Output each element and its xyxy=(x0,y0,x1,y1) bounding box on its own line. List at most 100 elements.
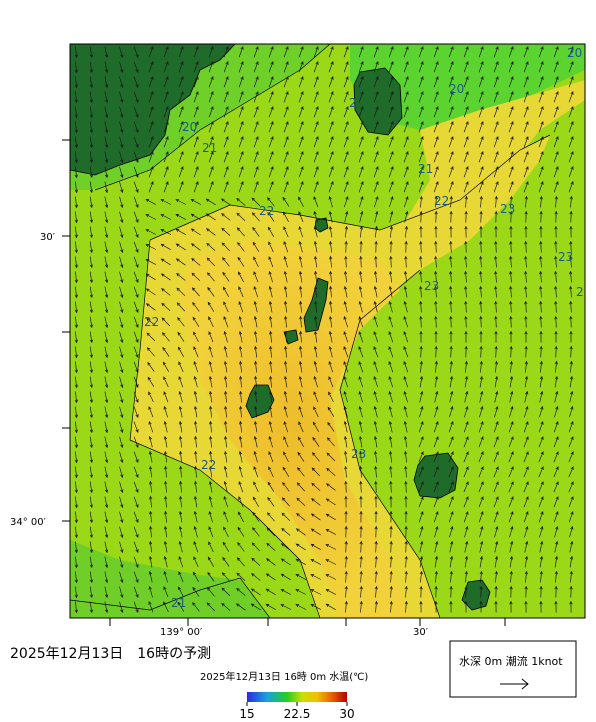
current-arrow xyxy=(119,241,124,254)
current-arrow xyxy=(554,225,558,238)
contour xyxy=(149,134,551,241)
current-arrow xyxy=(284,315,288,328)
current-arrow xyxy=(178,525,183,538)
current-arrow xyxy=(192,301,200,312)
current-arrow xyxy=(524,375,529,388)
current-arrow xyxy=(388,285,393,298)
current-arrow xyxy=(539,360,543,373)
current-arrow xyxy=(148,106,154,118)
current-arrow xyxy=(449,600,453,613)
current-arrow xyxy=(148,585,153,598)
current-arrow xyxy=(343,106,349,118)
current-arrow xyxy=(238,181,244,193)
current-arrow xyxy=(253,136,259,148)
current-arrow xyxy=(193,495,198,508)
current-arrow xyxy=(508,466,514,478)
colorbar-tick-label: 15 xyxy=(239,707,254,721)
current-arrow xyxy=(163,525,168,538)
current-arrow xyxy=(176,272,186,281)
current-arrow xyxy=(344,480,348,493)
lat-tick-label: 30′ xyxy=(40,232,56,243)
current-arrow xyxy=(403,420,408,433)
current-arrow xyxy=(433,166,439,178)
current-arrow xyxy=(524,210,528,223)
current-arrow xyxy=(298,166,304,178)
current-arrow xyxy=(494,255,498,268)
current-arrow xyxy=(418,106,424,118)
current-arrow xyxy=(207,286,215,297)
current-arrow xyxy=(208,526,214,538)
current-arrow xyxy=(163,601,169,613)
current-arrow xyxy=(104,181,109,194)
current-arrow xyxy=(404,510,408,523)
current-arrow xyxy=(238,286,244,298)
current-arrow xyxy=(268,166,274,178)
current-arrow xyxy=(148,76,154,88)
current-arrow xyxy=(238,121,244,133)
current-arrow xyxy=(268,61,274,73)
current-arrow xyxy=(297,451,305,462)
contour-label: 23 xyxy=(558,250,573,264)
current-arrow xyxy=(133,526,139,538)
current-arrow xyxy=(388,181,394,193)
current-arrow xyxy=(419,390,424,403)
current-arrow xyxy=(463,466,469,478)
current-arrow xyxy=(133,376,139,388)
current-arrow xyxy=(148,91,154,103)
current-arrow xyxy=(344,225,349,238)
current-arrow xyxy=(208,91,214,103)
current-arrow xyxy=(433,61,439,73)
contour-label: 22 xyxy=(434,194,449,208)
current-arrow xyxy=(419,375,424,388)
current-arrow xyxy=(539,555,544,568)
current-arrow xyxy=(538,91,544,103)
current-arrow xyxy=(419,225,423,238)
current-arrow xyxy=(478,496,484,508)
current-arrow xyxy=(463,106,469,118)
current-arrow xyxy=(148,570,153,583)
current-arrow xyxy=(418,511,424,523)
current-arrow xyxy=(524,570,528,583)
current-arrow xyxy=(145,199,156,205)
current-arrow xyxy=(162,361,170,372)
current-arrow xyxy=(133,556,139,568)
current-arrow xyxy=(494,600,498,613)
current-arrow xyxy=(449,585,453,598)
current-arrow xyxy=(224,435,228,448)
current-arrow xyxy=(313,375,318,388)
current-arrow xyxy=(310,574,322,580)
current-arrow xyxy=(208,510,213,523)
current-arrow xyxy=(313,121,319,133)
current-arrow xyxy=(193,525,198,538)
current-arrow xyxy=(299,285,303,298)
current-arrow xyxy=(160,243,171,251)
current-arrow xyxy=(148,421,154,433)
current-arrow xyxy=(479,210,483,223)
current-arrow xyxy=(494,360,498,373)
current-arrow xyxy=(523,166,529,178)
current-arrow xyxy=(389,255,393,268)
current-arrow xyxy=(449,555,454,568)
current-arrow xyxy=(419,345,423,358)
current-arrow xyxy=(389,495,393,508)
current-arrow xyxy=(296,497,306,507)
current-arrow xyxy=(463,46,469,58)
current-arrow xyxy=(373,121,379,133)
current-arrow xyxy=(310,528,321,536)
current-arrow xyxy=(253,151,259,163)
current-arrow xyxy=(448,91,454,103)
current-arrow xyxy=(313,210,318,223)
current-arrow xyxy=(449,195,453,208)
island xyxy=(245,384,275,419)
current-arrow xyxy=(268,46,274,58)
current-arrow xyxy=(568,466,574,478)
current-arrow xyxy=(325,483,336,491)
current-arrow xyxy=(433,451,439,463)
current-arrow xyxy=(283,151,289,163)
current-arrow xyxy=(313,255,318,268)
current-arrow xyxy=(569,525,574,538)
current-arrow xyxy=(252,496,260,507)
current-arrow xyxy=(221,242,231,252)
current-arrow xyxy=(208,331,214,343)
current-arrow xyxy=(133,406,139,418)
